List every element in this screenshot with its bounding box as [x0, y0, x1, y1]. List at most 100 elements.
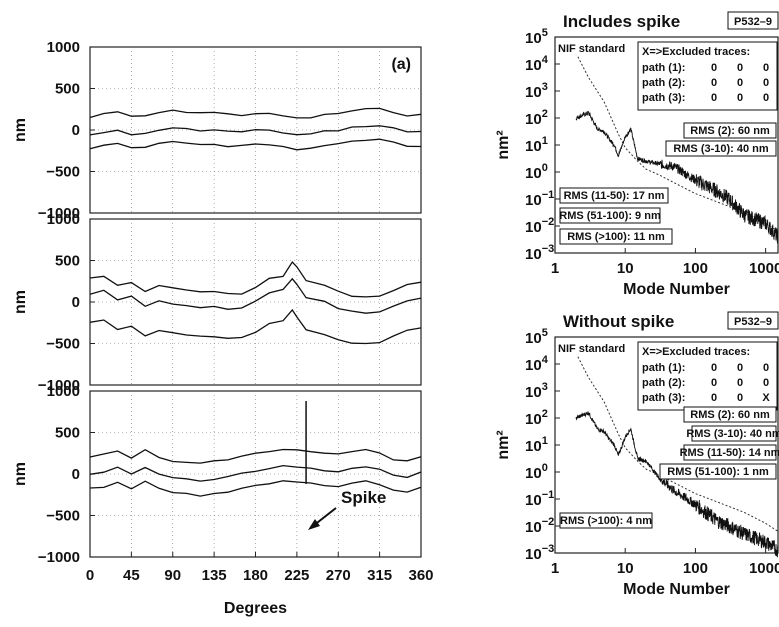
excluded-value: 0 — [711, 92, 717, 104]
figure-tag: P532–9 — [734, 16, 772, 28]
profile-trace-1 — [89, 260, 422, 298]
x-tick-label: 100 — [683, 260, 708, 277]
excluded-row-label: path (3): — [642, 92, 685, 104]
rms-box — [659, 463, 777, 480]
spike-annotation-label: Spike — [341, 488, 386, 507]
excluded-value: 0 — [737, 62, 743, 74]
x-axis-label: Mode Number — [623, 281, 730, 298]
profile-trace-3 — [89, 480, 422, 497]
chart-title: Without spike — [563, 312, 674, 331]
x-tick-label: 45 — [123, 567, 140, 584]
y-tick-label: 1000 — [47, 211, 80, 228]
profile-trace-2 — [89, 125, 422, 136]
y-tick-label: 1000 — [47, 39, 80, 56]
series-measured — [575, 411, 779, 558]
tag-box — [727, 11, 779, 30]
y-tick-label: 10−2 — [525, 516, 554, 536]
spike-arrow-head — [308, 519, 320, 530]
legend-nif-standard: NIF standard — [558, 43, 625, 55]
rms-box — [559, 512, 653, 529]
excluded-value: 0 — [763, 92, 769, 104]
y-tick-label: 0 — [72, 294, 80, 311]
profile-trace-2 — [89, 464, 422, 482]
y-tick-label: 104 — [525, 54, 549, 74]
y-tick-label: −500 — [46, 164, 80, 181]
excluded-value: 0 — [711, 77, 717, 89]
rms-label: RMS (>100): 4 nm — [560, 515, 652, 527]
legend-bg — [556, 340, 632, 355]
excluded-row-label: path (2): — [642, 77, 685, 89]
x-tick-label: 270 — [326, 567, 351, 584]
rms-box — [559, 207, 661, 224]
x-tick-label: 1 — [551, 560, 559, 577]
y-tick-label: 0 — [72, 122, 80, 139]
excluded-value: 0 — [737, 362, 743, 374]
excluded-row-label: path (3): — [642, 392, 685, 404]
y-tick-label: 0 — [72, 466, 80, 483]
panel-label-a: (a) — [391, 56, 411, 73]
x-tick-label: 10 — [617, 260, 634, 277]
excluded-row-label: path (1): — [642, 362, 685, 374]
rms-label: RMS (>100): 11 nm — [567, 231, 665, 243]
y-tick-label: 1000 — [47, 383, 80, 400]
y-tick-label: 102 — [525, 108, 548, 128]
y-tick-label: 100 — [525, 162, 548, 182]
y-axis-label: nm — [12, 290, 29, 314]
y-tick-label: 103 — [525, 81, 548, 101]
chart-title: Includes spike — [563, 12, 680, 31]
rms-label: RMS (11-50): 14 nm — [680, 447, 779, 459]
y-axis-label: nm² — [495, 430, 512, 459]
profile-trace-2 — [89, 277, 422, 314]
y-tick-label: 105 — [525, 27, 548, 47]
y-tick-label: 10−1 — [525, 489, 554, 509]
rms-label: RMS (2): 60 nm — [690, 409, 770, 421]
x-axis-label: Mode Number — [623, 581, 730, 598]
x-tick-label: 10 — [617, 560, 634, 577]
rms-box — [691, 425, 777, 442]
excluded-value: 0 — [763, 362, 769, 374]
rms-label: RMS (3-10): 40 nm — [673, 143, 769, 155]
rms-box — [683, 122, 777, 139]
excluded-value: 0 — [711, 362, 717, 374]
y-tick-label: −500 — [46, 336, 80, 353]
x-axis-label: Degrees — [224, 600, 287, 617]
x-tick-label: 225 — [284, 567, 309, 584]
y-tick-label: 101 — [525, 435, 548, 455]
excluded-value: 0 — [711, 377, 717, 389]
x-tick-label: 90 — [164, 567, 181, 584]
excluded-value: 0 — [737, 392, 743, 404]
excluded-value: 0 — [737, 92, 743, 104]
rms-label: RMS (51-100): 1 nm — [667, 466, 769, 478]
y-tick-label: 500 — [55, 81, 80, 98]
y-tick-label: −1000 — [38, 549, 80, 566]
figure-tag: P532–9 — [734, 316, 772, 328]
excluded-row-label: path (1): — [642, 62, 685, 74]
y-tick-label: 500 — [55, 425, 80, 442]
y-axis-label: nm² — [495, 130, 512, 159]
profile-trace-3 — [89, 308, 422, 345]
excluded-row-label: path (2): — [642, 377, 685, 389]
y-tick-label: −500 — [46, 508, 80, 525]
excluded-traces-box — [637, 341, 778, 411]
legend-bg — [556, 40, 632, 55]
y-tick-label: 10−2 — [525, 216, 554, 236]
x-tick-label: 1 — [551, 260, 559, 277]
x-tick-label: 180 — [243, 567, 268, 584]
x-tick-label: 1000 — [749, 560, 779, 577]
tag-box — [727, 311, 779, 330]
x-tick-label: 315 — [367, 567, 392, 584]
excluded-traces-title: X=>Excluded traces: — [642, 46, 750, 58]
rms-label: RMS (2): 60 nm — [690, 125, 770, 137]
profile-trace-1 — [89, 107, 422, 119]
excluded-value: 0 — [763, 377, 769, 389]
rms-label: RMS (11-50): 17 nm — [564, 190, 665, 202]
y-tick-label: 105 — [525, 327, 548, 347]
y-tick-label: 500 — [55, 253, 80, 270]
y-axis-label: nm — [12, 462, 29, 486]
rms-box — [559, 228, 673, 245]
x-tick-label: 100 — [683, 560, 708, 577]
series-measured — [575, 110, 779, 244]
y-axis-label: nm — [12, 118, 29, 142]
excluded-value: 0 — [763, 77, 769, 89]
